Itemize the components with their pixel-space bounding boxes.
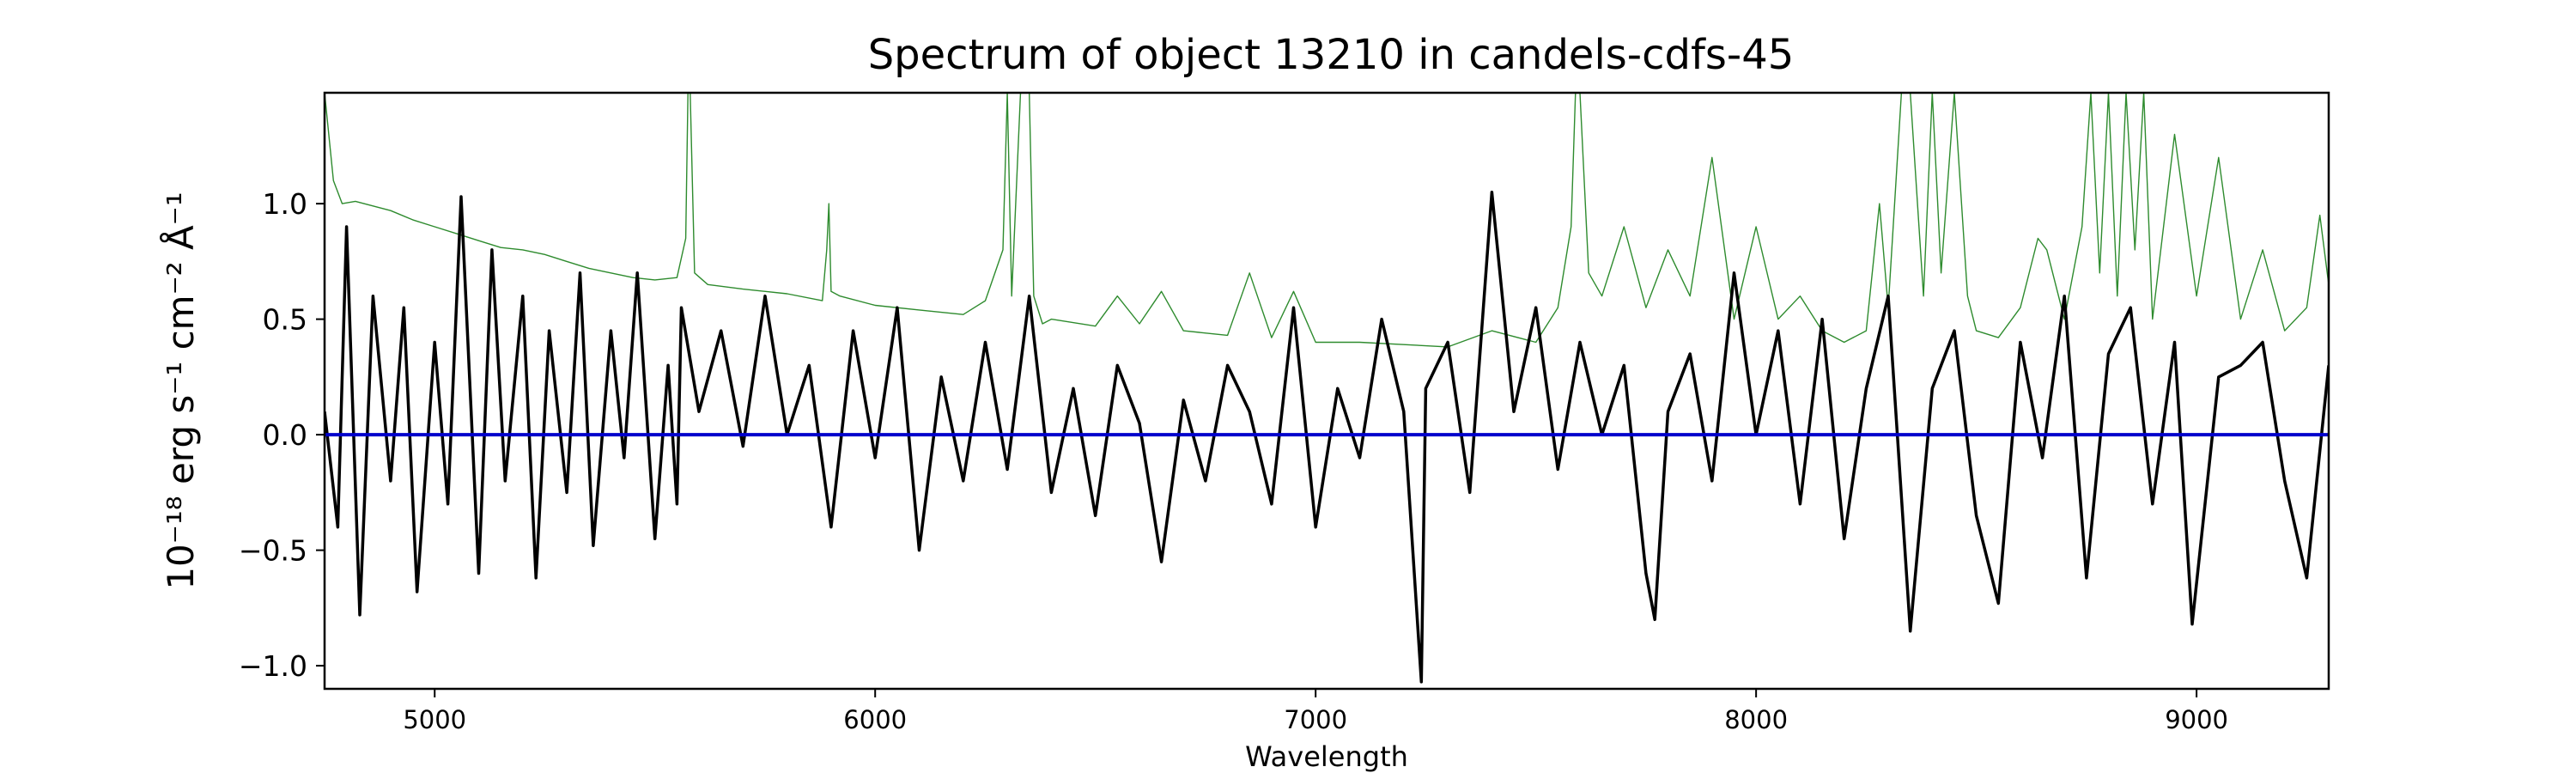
series-flux-line — [325, 190, 2329, 684]
chart-title: Spectrum of object 13210 in candels-cdfs… — [868, 31, 1795, 79]
x-axis: 5000 6000 7000 8000 9000 — [403, 689, 2228, 734]
series-uncertainty-line — [325, 93, 2329, 348]
y-tick-label: 0.5 — [263, 303, 307, 337]
x-tick-label: 6000 — [843, 705, 907, 734]
y-tick-label: 1.0 — [263, 187, 307, 221]
y-tick-label: −1.0 — [239, 649, 307, 683]
x-tick-label: 5000 — [403, 705, 466, 734]
y-axis-label: 10⁻¹⁸ erg s⁻¹ cm⁻² Å⁻¹ — [159, 192, 202, 589]
x-tick-label: 9000 — [2165, 705, 2228, 734]
y-tick-label: −0.5 — [239, 534, 307, 568]
x-tick-label: 7000 — [1284, 705, 1347, 734]
x-tick-label: 8000 — [1724, 705, 1788, 734]
plot-frame — [323, 91, 2330, 691]
y-axis: −1.0 −0.5 0.0 0.5 1.0 — [239, 187, 325, 683]
series-layer — [325, 93, 2329, 684]
x-axis-label: Wavelength — [1245, 740, 1408, 773]
y-tick-label: 0.0 — [263, 418, 307, 452]
